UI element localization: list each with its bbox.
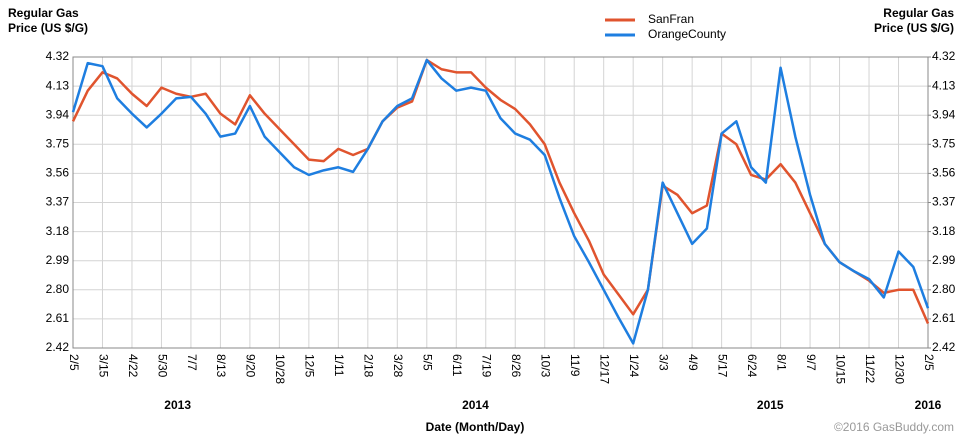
y2-tick-label: 3.94 — [932, 107, 956, 121]
x-tick-label: 3/15 — [96, 354, 110, 378]
y-axis-label: Regular Gas — [8, 6, 79, 20]
x-tick-label: 11/22 — [863, 354, 877, 383]
y2-axis-label: Regular Gas — [883, 6, 954, 20]
y2-tick-label: 2.61 — [932, 311, 956, 325]
x-tick-label: 8/26 — [509, 354, 523, 378]
x-tick-label: 6/24 — [745, 354, 759, 378]
year-label: 2013 — [164, 398, 191, 412]
y-tick-label: 3.18 — [46, 224, 70, 238]
x-tick-label: 7/7 — [185, 354, 199, 371]
legend-label: OrangeCounty — [648, 27, 726, 41]
x-tick-label: 8/1 — [774, 354, 788, 371]
y2-tick-label: 3.18 — [932, 224, 956, 238]
x-tick-label: 12/17 — [598, 354, 612, 384]
x-tick-label: 2/18 — [362, 354, 376, 378]
plot-border — [72, 56, 929, 349]
year-label: 2014 — [462, 398, 489, 412]
x-tick-label: 10/15 — [833, 354, 847, 384]
x-tick-label: 10/3 — [539, 354, 553, 378]
y-axis-label: Price (US $/G) — [8, 21, 88, 35]
x-tick-label: 4/22 — [126, 354, 140, 378]
legend-label: SanFran — [648, 12, 694, 26]
x-tick-label: 2/5 — [922, 354, 936, 371]
y-tick-label: 4.32 — [46, 49, 70, 63]
x-tick-label: 1/24 — [627, 354, 641, 378]
x-tick-label: 11/9 — [568, 354, 582, 377]
x-tick-label: 2/5 — [67, 354, 81, 371]
y-tick-label: 2.42 — [46, 340, 70, 354]
y-tick-label: 4.13 — [46, 78, 70, 92]
y2-tick-label: 2.80 — [932, 282, 956, 296]
y2-tick-label: 2.42 — [932, 340, 956, 354]
x-tick-label: 3/28 — [391, 354, 405, 378]
x-tick-label: 9/20 — [244, 354, 258, 378]
y-tick-label: 2.99 — [46, 253, 70, 267]
y2-tick-label: 2.99 — [932, 253, 956, 267]
x-tick-label: 5/30 — [155, 354, 169, 378]
x-axis-label: Date (Month/Day) — [426, 420, 525, 434]
x-tick-label: 7/19 — [480, 354, 494, 378]
series-line — [71, 58, 930, 345]
x-tick-label: 4/9 — [686, 354, 700, 371]
y2-tick-label: 4.32 — [932, 49, 956, 63]
credit: ©2016 GasBuddy.com — [834, 420, 954, 434]
year-label: 2016 — [915, 398, 942, 412]
year-label: 2015 — [757, 398, 784, 412]
y-tick-label: 3.75 — [46, 136, 70, 150]
y2-tick-label: 3.56 — [932, 166, 956, 180]
series-line — [71, 58, 930, 324]
y2-tick-label: 4.13 — [932, 78, 956, 92]
x-tick-label: 5/17 — [715, 354, 729, 378]
y2-tick-label: 3.75 — [932, 136, 956, 150]
x-tick-label: 9/7 — [804, 354, 818, 371]
x-tick-label: 8/13 — [214, 354, 228, 378]
y-tick-label: 2.80 — [46, 282, 70, 296]
x-tick-label: 5/5 — [421, 354, 435, 371]
x-tick-label: 3/3 — [656, 354, 670, 371]
y-tick-label: 3.94 — [46, 107, 70, 121]
y2-tick-label: 3.37 — [932, 195, 956, 209]
x-tick-label: 10/28 — [273, 354, 287, 384]
y-tick-label: 3.37 — [46, 195, 70, 209]
x-tick-label: 1/11 — [332, 354, 346, 377]
y2-axis-label: Price (US $/G) — [874, 21, 954, 35]
x-tick-label: 12/5 — [303, 354, 317, 378]
y-tick-label: 2.61 — [46, 311, 70, 325]
y-tick-label: 3.56 — [46, 166, 70, 180]
x-tick-label: 6/11 — [450, 354, 464, 377]
x-tick-label: 12/30 — [892, 354, 906, 384]
